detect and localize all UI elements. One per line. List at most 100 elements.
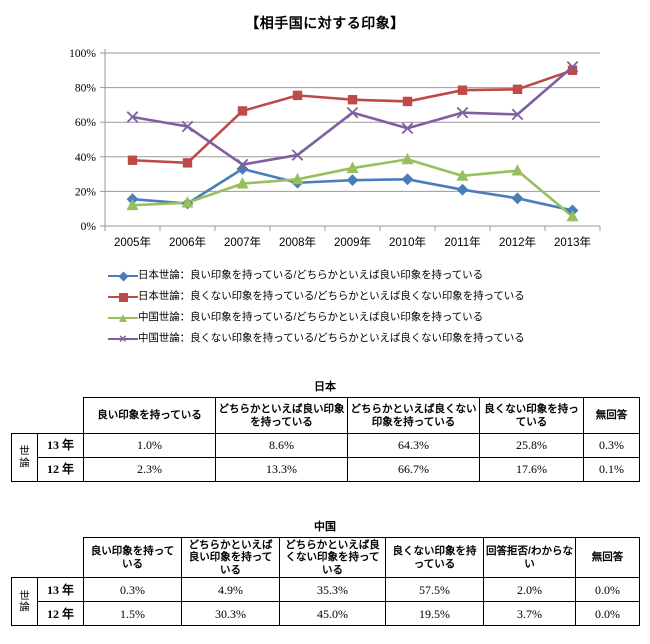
legend-marker-cross-icon: × xyxy=(108,331,138,347)
table-row-group-header: 世論 xyxy=(11,433,38,482)
data-point-triangle xyxy=(291,172,304,185)
x-axis-tick-label: 2008年 xyxy=(279,235,316,249)
table-column-header: 良い印象を持っている xyxy=(83,397,216,434)
table-value-cell: 57.5% xyxy=(385,577,484,603)
table-value-cell: 8.6% xyxy=(215,433,348,458)
legend-marker-diamond-icon xyxy=(108,268,138,284)
table-value-cell: 2.3% xyxy=(83,457,216,482)
table-header-row: 良い印象を持っている どちらかといえば良い印象を持っている どちらかといえば良くない… xyxy=(11,397,640,434)
table-column-header: どちらかといえば良い印象を持っている xyxy=(215,397,348,434)
legend-label: 中国世論：良い印象を持っている/どちらかといえば良い印象を持っている xyxy=(138,311,483,324)
legend-label: 日本世論：良い印象を持っている/どちらかといえば良い印象を持っている xyxy=(138,269,483,282)
data-point-triangle xyxy=(401,152,414,165)
table-value-cell: 64.3% xyxy=(347,433,480,458)
x-axis-tick-label: 2009年 xyxy=(334,235,371,249)
row-group-label: 世論 xyxy=(19,589,30,613)
table-value-cell: 19.5% xyxy=(385,601,484,627)
table-year-cell: 12 年 xyxy=(37,457,84,482)
legend-item[interactable]: × 中国世論：良くない印象を持っている/どちらかといえば良くない印象を持っている xyxy=(108,328,578,349)
table-column-header: 無回答 xyxy=(575,536,640,579)
data-point-square xyxy=(237,106,248,116)
table-year-cell: 13 年 xyxy=(37,433,84,458)
x-axis-tick-label: 2013年 xyxy=(554,235,591,249)
table-value-cell: 3.7% xyxy=(483,601,576,627)
legend-symbol xyxy=(118,271,129,281)
data-point-cross xyxy=(236,158,249,171)
table-row-group-header: 世論 xyxy=(11,577,38,627)
data-point-square xyxy=(182,158,193,168)
table-year-cell: 13 年 xyxy=(37,577,84,603)
x-axis-tick-label: 2011年 xyxy=(444,235,480,249)
x-axis-tick-label: 2005年 xyxy=(114,235,151,249)
y-axis-tick-label: 0% xyxy=(81,221,97,233)
y-axis-tick-label: 100% xyxy=(69,48,96,60)
y-axis-tick-label: 60% xyxy=(75,117,97,129)
data-point-diamond xyxy=(401,173,414,186)
table-header-row: 良い印象を持っている どちらかといえば良い印象を持っている どちらかといえば良くない… xyxy=(11,536,640,579)
data-point-square xyxy=(402,96,413,107)
table-value-cell: 0.0% xyxy=(575,577,640,603)
table-value-cell: 1.0% xyxy=(83,433,216,458)
chart-canvas: 0% 20% 40% 60% 80% 100% 2005年 2006年 2007年 2008年 20… xyxy=(69,48,601,249)
data-point-cross xyxy=(291,149,304,161)
data-point-triangle xyxy=(566,210,579,222)
data-point-square xyxy=(347,95,358,105)
table-corner-blank xyxy=(11,536,84,579)
legend-label: 日本世論：良くない印象を持っている/どちらかといえば良くない印象を持っている xyxy=(138,290,525,303)
legend-line xyxy=(108,337,138,341)
table-column-header: 良い印象を持っている xyxy=(83,536,182,579)
table-value-cell: 66.7% xyxy=(347,457,480,482)
data-point-cross xyxy=(511,108,524,121)
china-table-caption: 中国 xyxy=(314,521,336,533)
legend-item[interactable]: 日本世論：良くない印象を持っている/どちらかといえば良くない印象を持っている xyxy=(108,286,578,307)
data-point-diamond xyxy=(346,174,359,187)
legend-symbol xyxy=(119,313,127,322)
legend-item[interactable]: 日本世論：良い印象を持っている/どちらかといえば良い印象を持っている xyxy=(108,265,578,286)
data-point-triangle xyxy=(511,164,524,176)
chart-legend: 日本世論：良い印象を持っている/どちらかといえば良い印象を持っている日本世論：良… xyxy=(108,265,578,349)
table-value-cell: 0.3% xyxy=(583,433,640,458)
table-column-header: 無回答 xyxy=(583,397,640,434)
table-column-header: どちらかといえば良くない印象を持っている xyxy=(279,536,386,579)
japan-table: 良い印象を持っている どちらかといえば良い印象を持っている どちらかといえば良くない… xyxy=(11,397,640,482)
japan-table-caption: 日本 xyxy=(314,381,336,393)
table-row: 12 年 2.3% 13.3% 66.7% 17.6% 0.1% xyxy=(12,457,640,482)
table-row: 世論 13 年 0.3% 4.9% 35.3% 57.5% 2.0% 0.0% xyxy=(11,577,640,627)
x-axis-tick-label: 2010年 xyxy=(389,235,426,249)
table-column-header: 良くない印象を持っている xyxy=(385,536,484,579)
table-column-header: どちらかといえば良くない印象を持っている xyxy=(347,397,480,434)
legend-marker-triangle-icon xyxy=(108,310,138,326)
data-point-triangle xyxy=(236,177,249,189)
series-line xyxy=(131,68,574,165)
data-point-cross xyxy=(566,61,579,73)
table-value-cell: 4.9% xyxy=(181,577,280,603)
table-row: 12 年 1.5% 30.3% 45.0% 19.5% 3.7% 0.0% xyxy=(12,601,640,627)
y-axis-tick-label: 40% xyxy=(75,152,97,164)
x-axis-tick-label: 2007年 xyxy=(224,235,261,249)
legend-item[interactable]: 中国世論：良い印象を持っている/どちらかといえば良い印象を持っている xyxy=(108,307,578,328)
data-point-square xyxy=(127,155,138,165)
y-axis-tick-label: 20% xyxy=(75,186,97,198)
data-point-square xyxy=(292,90,303,101)
table-value-cell: 25.8% xyxy=(479,433,584,458)
data-point-triangle xyxy=(456,169,469,181)
japan-table-block: 日本 良い印象を持っている どちらかといえば良い印象を持っている どちらかといえば良… xyxy=(11,378,640,482)
data-point-triangle xyxy=(126,198,139,211)
data-point-cross xyxy=(456,106,469,119)
data-point-triangle xyxy=(346,161,359,173)
data-point-cross xyxy=(346,106,359,119)
table-value-cell: 13.3% xyxy=(215,457,348,482)
data-point-cross xyxy=(181,120,194,133)
row-group-label: 世論 xyxy=(19,445,30,469)
table-row: 世論 13 年 1.0% 8.6% 64.3% 25.8% 0.3% xyxy=(11,433,640,482)
data-point-cross xyxy=(126,111,139,123)
table-value-cell: 45.0% xyxy=(279,601,386,627)
legend-marker-square-icon xyxy=(108,289,138,305)
table-value-cell: 2.0% xyxy=(483,577,576,603)
table-value-cell: 35.3% xyxy=(279,577,386,603)
y-axis-tick-label: 80% xyxy=(75,83,97,95)
page-title: 【相手国に対する印象】 xyxy=(245,15,405,31)
table-value-cell: 17.6% xyxy=(479,457,584,482)
china-table: 良い印象を持っている どちらかといえば良い印象を持っている どちらかといえば良くない… xyxy=(11,536,640,627)
